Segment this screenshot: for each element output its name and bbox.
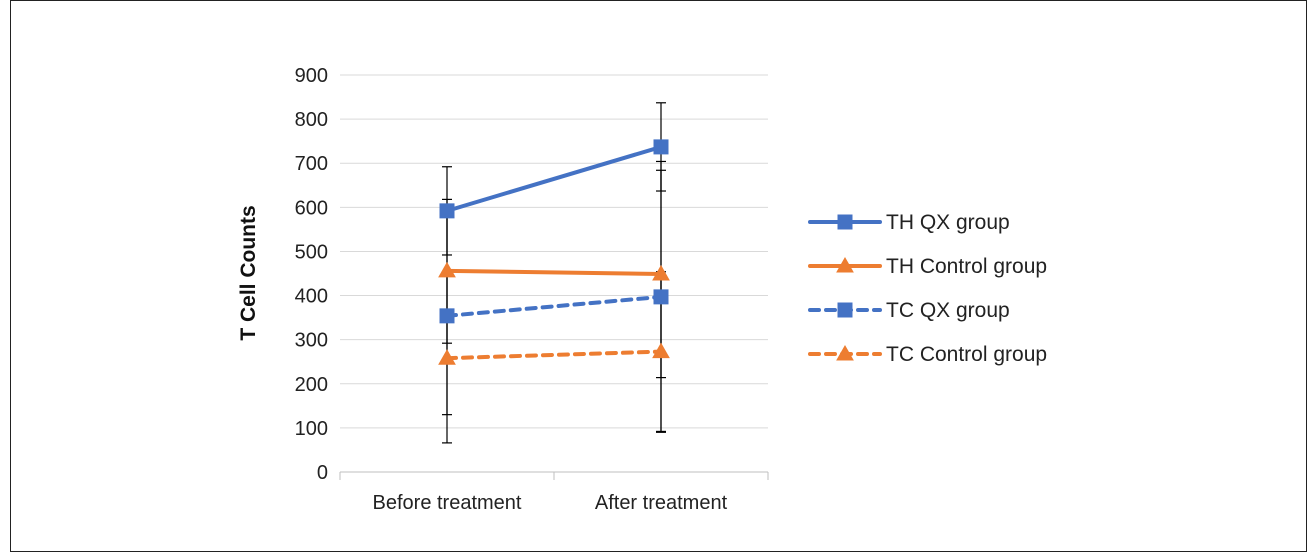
legend-marker-tc-qx-group — [837, 302, 853, 318]
y-tick-label: 800 — [295, 109, 328, 131]
series-line-th-control-group — [445, 268, 663, 276]
data-point-tc-control-group — [652, 342, 670, 359]
y-tick-label: 100 — [295, 418, 328, 440]
tick-labels: 0 100 200 300 400 500 600 700 800 900 Before treat… — [295, 65, 728, 514]
legend-label: TH Control group — [886, 255, 1047, 278]
legend-label: TC QX group — [886, 299, 1010, 322]
axes — [339, 471, 769, 480]
data-point-th-qx-group — [439, 203, 455, 219]
legend-marker-th-control-group — [836, 256, 854, 273]
series-line-tc-qx-group — [445, 294, 663, 318]
x-tick-label: After treatment — [595, 492, 728, 514]
series-line-tc-control-group — [445, 349, 663, 361]
x-tick-label: Before treatment — [373, 492, 522, 514]
y-tick-label: 0 — [317, 462, 328, 484]
y-tick-label: 200 — [295, 374, 328, 396]
legend-marker-tc-control-group — [836, 344, 854, 361]
y-tick-label: 700 — [295, 153, 328, 175]
data-point-th-qx-group — [653, 139, 669, 155]
y-axis-title: T Cell Counts — [237, 205, 260, 340]
y-tick-label: 300 — [295, 330, 328, 352]
y-tick-label: 900 — [295, 65, 328, 87]
legend: TH QX group TH Control group TC QX group TC… — [808, 211, 1047, 366]
series-lines — [438, 139, 670, 365]
y-tick-label: 400 — [295, 286, 328, 308]
legend-label: TC Control group — [886, 343, 1047, 366]
data-point-th-control-group — [652, 264, 670, 281]
series-line-th-qx-group — [445, 144, 663, 213]
y-tick-label: 600 — [295, 197, 328, 219]
legend-marker-th-qx-group — [837, 214, 853, 230]
data-point-tc-qx-group — [653, 289, 669, 305]
legend-label: TH QX group — [886, 211, 1010, 234]
data-point-th-control-group — [438, 261, 456, 278]
data-point-tc-control-group — [438, 349, 456, 365]
y-tick-label: 500 — [295, 241, 328, 263]
data-point-tc-qx-group — [439, 308, 455, 324]
gridlines — [340, 74, 768, 429]
